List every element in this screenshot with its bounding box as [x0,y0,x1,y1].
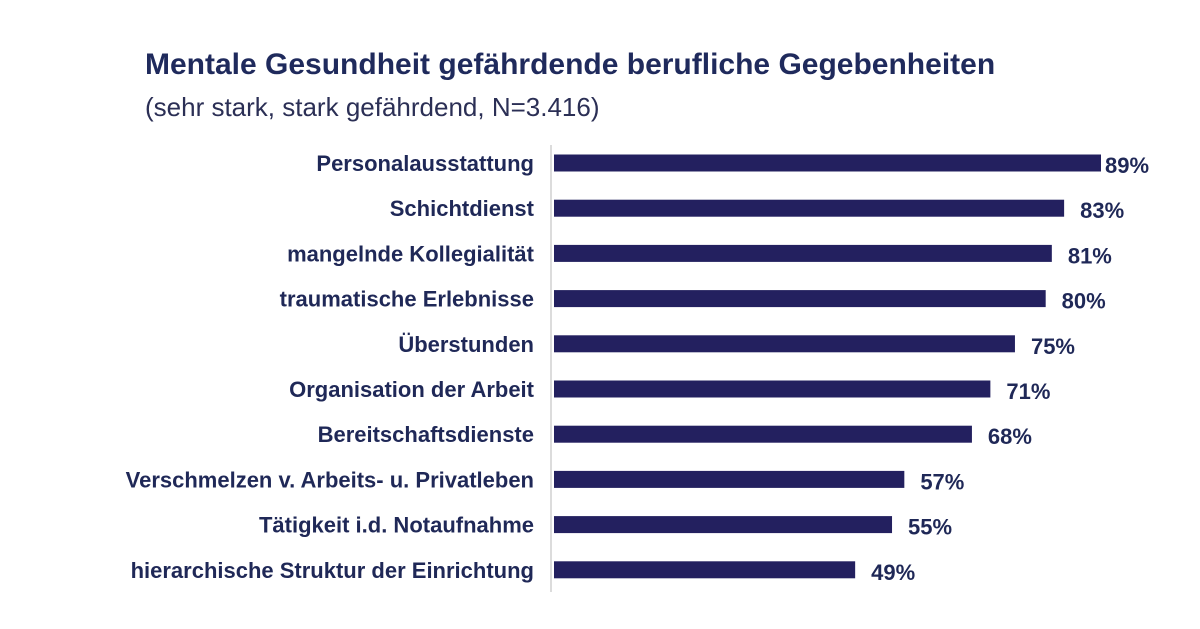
bar [554,470,905,488]
chart-subtitle: (sehr stark, stark gefährdend, N=3.416) [145,92,600,122]
chart-title: Mentale Gesundheit gefährdende beruflich… [145,48,996,81]
category-label: Personalausstattung [316,151,534,176]
value-label: 75% [1031,334,1075,359]
bar [554,154,1101,172]
value-label: 83% [1080,198,1124,223]
bar [554,335,1015,353]
bar [554,561,856,579]
category-label: Organisation der Arbeit [289,377,535,402]
category-label: Bereitschaftsdienste [318,422,534,447]
category-label: Schichtdienst [390,196,535,221]
value-label: 71% [1006,379,1050,404]
bar [554,380,991,398]
bar [554,199,1065,217]
value-label: 89% [1105,153,1149,178]
value-label: 80% [1062,289,1106,314]
value-label: 57% [920,469,964,494]
value-label: 68% [988,424,1032,449]
category-label: hierarchische Struktur der Einrichtung [131,558,534,583]
category-label: mangelnde Kollegialität [287,241,535,266]
bar [554,244,1052,262]
value-label: 55% [908,515,952,540]
category-label: traumatische Erlebnisse [280,287,534,312]
value-label: 49% [871,560,915,585]
bar [554,290,1046,308]
bar [554,516,893,534]
bar [554,425,972,443]
category-label: Verschmelzen v. Arbeits- u. Privatleben [126,467,534,492]
value-label: 81% [1068,243,1112,268]
category-label: Tätigkeit i.d. Notaufnahme [259,513,534,538]
category-label: Überstunden [398,332,534,357]
